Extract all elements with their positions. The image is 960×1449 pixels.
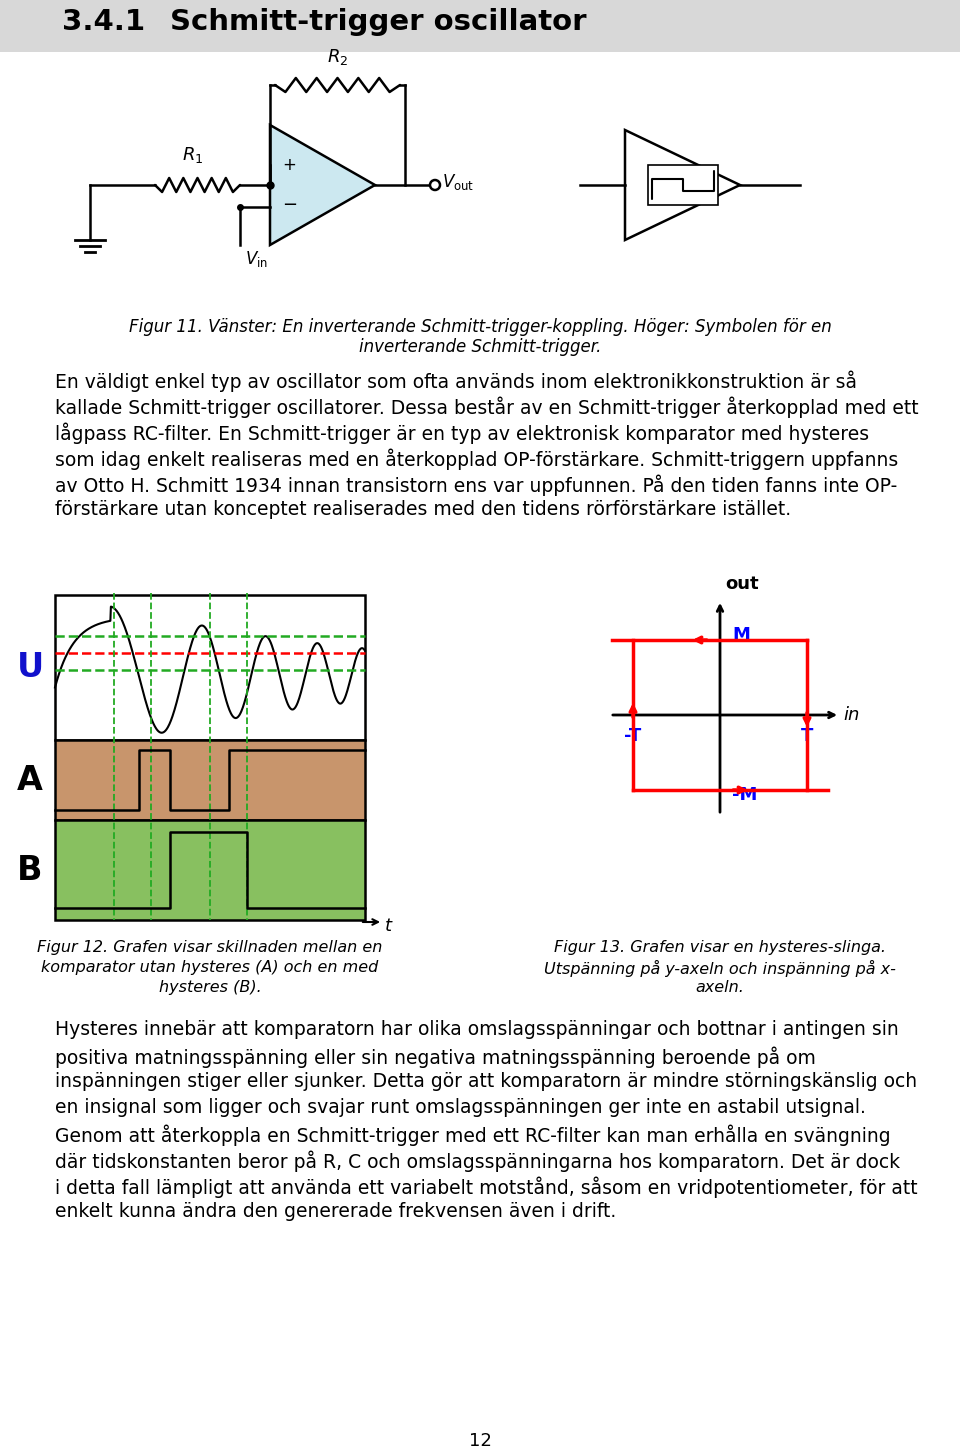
Bar [55, 740, 365, 820]
Text: M: M [732, 626, 750, 643]
Text: 12: 12 [468, 1432, 492, 1449]
Text: A: A [17, 764, 43, 797]
Bar [648, 165, 718, 204]
Text: axeln.: axeln. [696, 980, 744, 995]
Text: där tidskonstanten beror på R, C och omslagsspänningarna hos komparatorn. Det är: där tidskonstanten beror på R, C och oms… [55, 1151, 900, 1171]
Polygon shape [625, 130, 740, 241]
Polygon shape [270, 125, 375, 245]
Text: Genom att återkoppla en Schmitt-trigger med ett RC-filter kan man erhålla en svä: Genom att återkoppla en Schmitt-trigger … [55, 1124, 891, 1146]
Text: enkelt kunna ändra den genererade frekvensen även i drift.: enkelt kunna ändra den genererade frekve… [55, 1203, 616, 1222]
Text: T: T [801, 727, 813, 745]
Text: in: in [843, 706, 859, 724]
Text: Schmitt-trigger oscillator: Schmitt-trigger oscillator [170, 9, 587, 36]
Text: Utspänning på y-axeln och inspänning på x-: Utspänning på y-axeln och inspänning på … [544, 961, 896, 977]
Text: hysteres (B).: hysteres (B). [158, 980, 261, 995]
Text: −: − [282, 196, 298, 214]
Text: inspänningen stiger eller sjunker. Detta gör att komparatorn är mindre störnings: inspänningen stiger eller sjunker. Detta… [55, 1072, 917, 1091]
Text: +: + [282, 156, 296, 174]
Text: komparator utan hysteres (A) och en med: komparator utan hysteres (A) och en med [41, 961, 378, 975]
Circle shape [430, 180, 440, 190]
Text: U: U [16, 651, 43, 684]
Text: av Otto H. Schmitt 1934 innan transistorn ens var uppfunnen. På den tiden fanns : av Otto H. Schmitt 1934 innan transistor… [55, 474, 898, 496]
Text: Figur 13. Grafen visar en hysteres-slinga.: Figur 13. Grafen visar en hysteres-sling… [554, 940, 886, 955]
Text: en insignal som ligger och svajar runt omslagsspänningen ger inte en astabil uts: en insignal som ligger och svajar runt o… [55, 1098, 866, 1117]
Text: 3.4.1: 3.4.1 [62, 9, 145, 36]
Text: $V_{\mathrm{in}}$: $V_{\mathrm{in}}$ [245, 249, 268, 270]
Text: En väldigt enkel typ av oscillator som ofta används inom elektronikkonstruktion : En väldigt enkel typ av oscillator som o… [55, 369, 857, 391]
Text: out: out [725, 575, 758, 593]
Text: förstärkare utan konceptet realiserades med den tidens rörförstärkare istället.: förstärkare utan konceptet realiserades … [55, 500, 791, 519]
Text: $R_2$: $R_2$ [326, 46, 348, 67]
Text: -M: -M [732, 785, 757, 804]
Text: kallade Schmitt-trigger oscillatorer. Dessa består av en Schmitt-trigger återkop: kallade Schmitt-trigger oscillatorer. De… [55, 396, 919, 417]
Text: positiva matningsspänning eller sin negativa matningsspänning beroende på om: positiva matningsspänning eller sin nega… [55, 1046, 816, 1068]
Bar [55, 820, 365, 920]
Bar [0, 0, 960, 52]
Text: Hysteres innebär att komparatorn har olika omslagsspänningar och bottnar i antin: Hysteres innebär att komparatorn har oli… [55, 1020, 899, 1039]
Text: lågpass RC-filter. En Schmitt-trigger är en typ av elektronisk komparator med hy: lågpass RC-filter. En Schmitt-trigger är… [55, 422, 869, 443]
Text: $V_{\mathrm{out}}$: $V_{\mathrm{out}}$ [442, 172, 474, 193]
Text: i detta fall lämpligt att använda ett variabelt motstånd, såsom en vridpotentiom: i detta fall lämpligt att använda ett va… [55, 1177, 918, 1197]
Text: t: t [385, 917, 392, 935]
Bar [55, 596, 365, 740]
Text: -T: -T [624, 727, 641, 745]
Text: Figur 11. Vänster: En inverterande Schmitt-trigger-koppling. Höger: Symbolen för: Figur 11. Vänster: En inverterande Schmi… [129, 317, 831, 336]
Text: som idag enkelt realiseras med en återkopplad OP-förstärkare. Schmitt-triggern u: som idag enkelt realiseras med en återko… [55, 448, 899, 469]
Text: $R_1$: $R_1$ [181, 145, 204, 165]
Text: B: B [17, 853, 43, 887]
Text: inverterande Schmitt-trigger.: inverterande Schmitt-trigger. [359, 338, 601, 356]
Text: Figur 12. Grafen visar skillnaden mellan en: Figur 12. Grafen visar skillnaden mellan… [37, 940, 383, 955]
